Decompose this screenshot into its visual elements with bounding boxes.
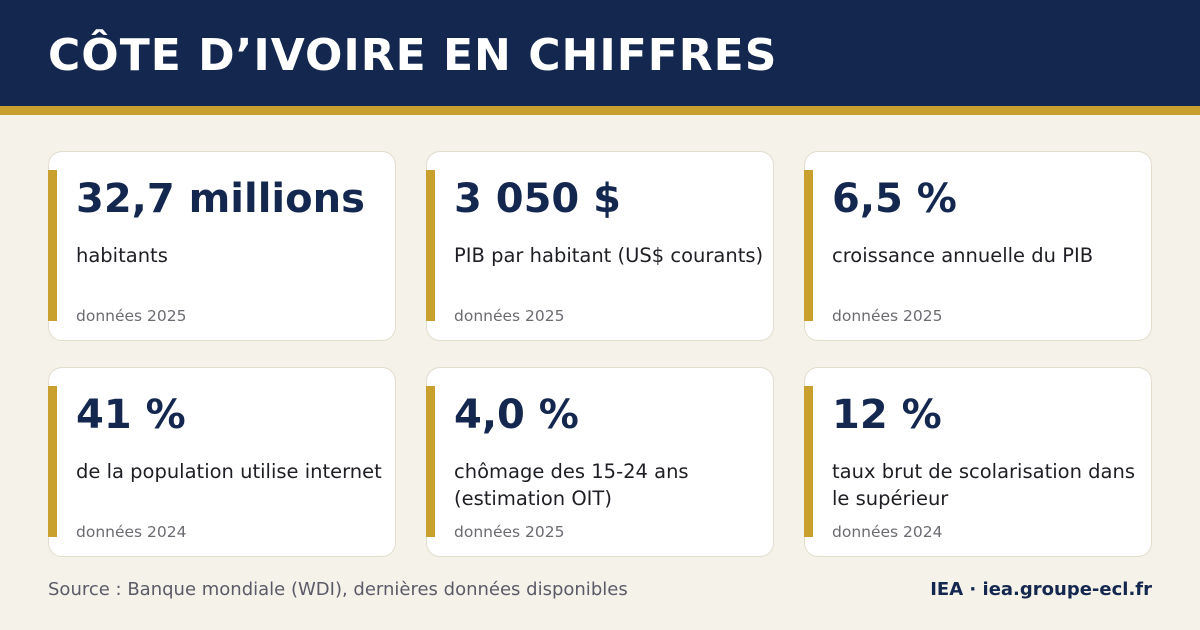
stat-value: 41 %: [76, 392, 186, 438]
stat-value: 12 %: [832, 392, 942, 438]
stat-year: données 2024: [76, 523, 187, 541]
stat-value: 6,5 %: [832, 176, 957, 222]
stat-year: données 2024: [832, 523, 943, 541]
brand-credit: IEA · iea.groupe-ecl.fr: [930, 579, 1152, 600]
stat-card-gdp-growth: 6,5 % croissance annuelle du PIB données…: [803, 151, 1152, 341]
page-title: CÔTE D’IVOIRE EN CHIFFRES: [48, 30, 778, 81]
card-accent-bar: [425, 386, 435, 537]
stat-label: habitants: [76, 244, 168, 267]
stat-year: données 2025: [76, 307, 187, 325]
header-banner: CÔTE D’IVOIRE EN CHIFFRES: [0, 0, 1200, 106]
card-accent-bar: [803, 386, 813, 537]
stat-card-population: 32,7 millions habitants données 2025: [47, 151, 396, 341]
stat-value: 4,0 %: [454, 392, 579, 438]
stat-card-gdp-per-capita: 3 050 $ PIB par habitant (US$ courants) …: [425, 151, 774, 341]
stat-label: de la population utilise internet: [76, 460, 382, 483]
card-accent-bar: [803, 170, 813, 321]
stat-value: 3 050 $: [454, 176, 622, 222]
source-note: Source : Banque mondiale (WDI), dernière…: [48, 579, 628, 600]
stat-year: données 2025: [454, 523, 565, 541]
stat-card-tertiary-enrollment: 12 % taux brut de scolarisation dans le …: [803, 367, 1152, 557]
stat-value: 32,7 millions: [76, 176, 365, 222]
stat-label: taux brut de scolarisation dans le supér…: [832, 460, 1135, 510]
card-accent-bar: [425, 170, 435, 321]
card-accent-bar: [47, 386, 57, 537]
stat-label: chômage des 15-24 ans (estimation OIT): [454, 460, 689, 510]
stat-year: données 2025: [454, 307, 565, 325]
stat-card-internet-usage: 41 % de la population utilise internet d…: [47, 367, 396, 557]
stat-year: données 2025: [832, 307, 943, 325]
card-accent-bar: [47, 170, 57, 321]
stat-label: croissance annuelle du PIB: [832, 244, 1094, 267]
stat-label: PIB par habitant (US$ courants): [454, 244, 764, 267]
stat-card-youth-unemployment: 4,0 % chômage des 15-24 ans (estimation …: [425, 367, 774, 557]
header-accent-stripe: [0, 106, 1200, 115]
